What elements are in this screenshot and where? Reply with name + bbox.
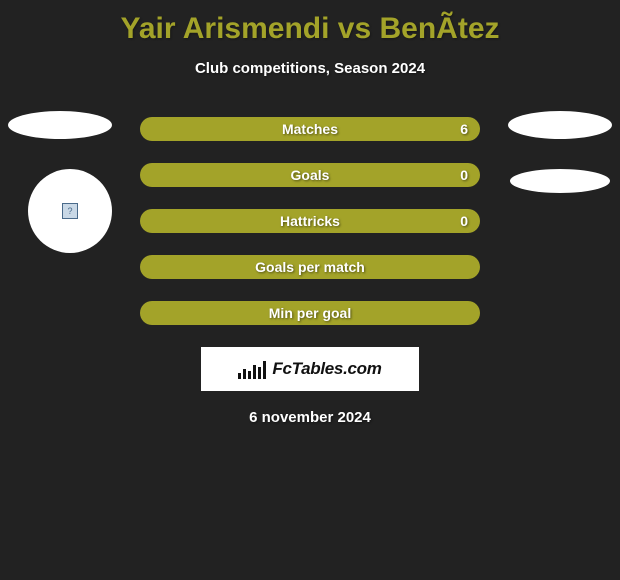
brand-logo-text: FcTables.com — [272, 359, 381, 379]
player-left-shadow — [8, 111, 112, 139]
avatar-placeholder-icon: ? — [62, 203, 78, 219]
page-subtitle: Club competitions, Season 2024 — [0, 60, 620, 77]
footer-date: 6 november 2024 — [0, 409, 620, 426]
comparison-section: ? Matches 6 Goals 0 Hattricks 0 Goals pe… — [0, 117, 620, 325]
stat-label: Matches — [282, 121, 338, 137]
stat-label: Goals — [291, 167, 330, 183]
stat-bar-goals-per-match: Goals per match — [140, 255, 480, 279]
stat-bar-min-per-goal: Min per goal — [140, 301, 480, 325]
stat-bar-goals: Goals 0 — [140, 163, 480, 187]
brand-logo[interactable]: FcTables.com — [201, 347, 419, 391]
page-title: Yair Arismendi vs BenÃ­tez — [0, 0, 620, 46]
player-right-shadow — [508, 111, 612, 139]
player-right-shadow-2 — [510, 169, 610, 193]
stat-label: Min per goal — [269, 305, 351, 321]
stat-label: Goals per match — [255, 259, 365, 275]
stat-bars: Matches 6 Goals 0 Hattricks 0 Goals per … — [140, 117, 480, 325]
stat-value-right: 0 — [460, 167, 468, 183]
stat-label: Hattricks — [280, 213, 340, 229]
brand-logo-chart-icon — [238, 359, 266, 379]
stat-value-right: 6 — [460, 121, 468, 137]
stat-bar-matches: Matches 6 — [140, 117, 480, 141]
player-left-avatar: ? — [28, 169, 112, 253]
stat-value-right: 0 — [460, 213, 468, 229]
stat-bar-hattricks: Hattricks 0 — [140, 209, 480, 233]
